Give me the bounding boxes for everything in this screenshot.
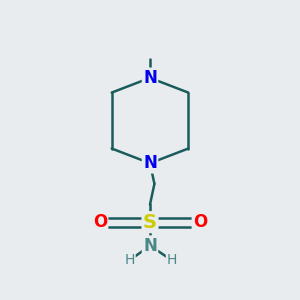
Text: O: O xyxy=(93,213,107,231)
Text: N: N xyxy=(143,69,157,87)
Text: H: H xyxy=(124,254,135,267)
Text: S: S xyxy=(143,213,157,232)
Text: O: O xyxy=(193,213,207,231)
Text: N: N xyxy=(143,237,157,255)
Text: N: N xyxy=(143,154,157,172)
Text: H: H xyxy=(167,254,177,267)
